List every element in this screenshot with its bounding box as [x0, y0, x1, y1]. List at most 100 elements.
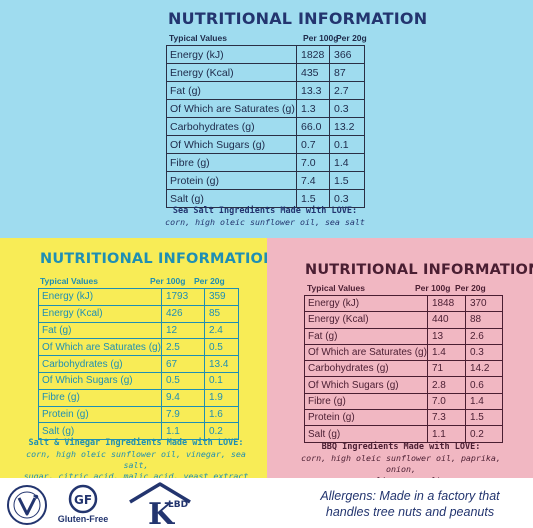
- kosher-lbd-logo-icon: K LBD: [129, 482, 191, 526]
- table-row: Fibre (g) 9.4 1.9: [38, 388, 239, 407]
- table-row: Fat (g) 12 2.4: [38, 321, 239, 340]
- value-per-100g: 7.9: [160, 405, 205, 424]
- value-per-100g: 1793: [160, 288, 205, 306]
- ingredients-title: Salt & Vinegar Ingredients Made with LOV…: [28, 438, 244, 448]
- ingredients-line: corn, high oleic sunflower oil, sea salt: [165, 217, 365, 227]
- header-typical-values: Typical Values: [307, 283, 365, 293]
- value-per-100g: 1.1: [160, 422, 205, 441]
- ingredients-line: sugar, citric acid, malic acid, yeast ex…: [23, 471, 249, 481]
- value-per-20g: 1.6: [203, 405, 239, 424]
- gluten-free-caption: Gluten-Free: [57, 514, 109, 524]
- header-per-100g: Per 100g: [303, 33, 339, 43]
- ingredients-title: BBQ Ingredients Made with LOVE:: [321, 442, 481, 452]
- value-per-20g: 13.2: [329, 117, 365, 136]
- value-per-20g: 0.2: [203, 422, 239, 441]
- salt-vinegar-panel: NUTRITIONAL INFORMATION Typical Values P…: [0, 238, 275, 481]
- nutrient-label: Carbohydrates (g): [38, 355, 162, 373]
- gf-logo-mark: GF: [74, 493, 92, 507]
- value-per-20g: 13.4: [203, 355, 239, 373]
- value-per-100g: 1.5: [296, 189, 330, 208]
- value-per-100g: 12: [160, 321, 205, 340]
- value-per-20g: 359: [203, 288, 239, 306]
- ingredients-title: Sea Salt Ingredients Made with LOVE:: [172, 206, 358, 216]
- value-per-20g: 0.3: [329, 99, 365, 118]
- nutrient-label: Energy (Kcal): [38, 304, 162, 323]
- value-per-100g: 1828: [296, 45, 330, 64]
- value-per-100g: 66.0: [296, 117, 330, 136]
- value-per-20g: 0.6: [464, 376, 503, 394]
- certified-vegan-logo-icon: [7, 485, 47, 525]
- nutrient-label: Fat (g): [304, 327, 428, 345]
- table-row: Carbohydrates (g) 66.0 13.2: [166, 117, 365, 136]
- nutrient-label: Energy (kJ): [166, 45, 297, 64]
- nutrient-label: Protein (g): [38, 405, 162, 424]
- nutrient-label: Of Which Sugars (g): [38, 371, 162, 390]
- table-row: Of Which are Saturates (g) 2.5 0.5: [38, 338, 239, 357]
- value-per-20g: 1.4: [464, 392, 503, 411]
- value-per-100g: 1848: [426, 294, 466, 313]
- nutrient-label: Of Which are Saturates (g): [166, 99, 297, 118]
- table-row: Protein (g) 7.9 1.6: [38, 405, 239, 424]
- table-row: Of Which Sugars (g) 0.5 0.1: [38, 371, 239, 390]
- table-row: Fibre (g) 7.0 1.4: [304, 392, 503, 411]
- nutrition-table: Energy (kJ) 1828 366 Energy (Kcal) 435 87 Fat …: [166, 45, 365, 208]
- kosher-logo-mark: K: [148, 497, 175, 526]
- nutrient-label: Of Which are Saturates (g): [38, 338, 162, 357]
- value-per-20g: 88: [464, 311, 503, 329]
- value-per-20g: 1.5: [329, 171, 365, 190]
- value-per-100g: 426: [160, 304, 205, 323]
- value-per-100g: 0.7: [296, 135, 330, 154]
- bbq-panel: NUTRITIONAL INFORMATION Typical Values P…: [267, 238, 533, 485]
- value-per-20g: 0.1: [203, 371, 239, 390]
- value-per-20g: 2.6: [464, 327, 503, 345]
- value-per-100g: 7.4: [296, 171, 330, 190]
- value-per-100g: 440: [426, 311, 466, 329]
- header-per-100g: Per 100g: [415, 283, 451, 293]
- panel-title: NUTRITIONAL INFORMATION: [40, 251, 276, 267]
- nutrient-label: Energy (Kcal): [166, 63, 297, 82]
- value-per-100g: 7.0: [426, 392, 466, 411]
- table-row: Fat (g) 13 2.6: [304, 327, 503, 345]
- value-per-100g: 67: [160, 355, 205, 373]
- nutrient-label: Protein (g): [166, 171, 297, 190]
- allergens-line-1: Allergens: Made in a factory that: [320, 489, 500, 503]
- header-per-20g: Per 20g: [455, 283, 486, 293]
- value-per-20g: 14.2: [464, 360, 503, 378]
- value-per-20g: 87: [329, 63, 365, 82]
- ingredients: Salt & Vinegar Ingredients Made with LOV…: [18, 438, 254, 482]
- ingredients-line: corn, high oleic sunflower oil, paprika,…: [301, 453, 501, 474]
- value-per-100g: 9.4: [160, 388, 205, 407]
- value-per-20g: 366: [329, 45, 365, 64]
- value-per-20g: 1.5: [464, 409, 503, 427]
- value-per-100g: 13.3: [296, 81, 330, 100]
- nutrition-table: Energy (kJ) 1848 370 Energy (Kcal) 440 88 Fat …: [304, 294, 503, 443]
- value-per-100g: 1.3: [296, 99, 330, 118]
- table-row: Energy (kJ) 1793 359: [38, 288, 239, 306]
- table-row: Protein (g) 7.4 1.5: [166, 171, 365, 190]
- value-per-20g: 1.9: [203, 388, 239, 407]
- allergens-line-2: handles tree nuts and peanuts: [325, 505, 495, 519]
- nutrient-label: Protein (g): [304, 409, 428, 427]
- nutrition-table: Energy (kJ) 1793 359 Energy (Kcal) 426 85 Fat …: [38, 288, 239, 441]
- value-per-100g: 2.8: [426, 376, 466, 394]
- table-row: Of Which Sugars (g) 2.8 0.6: [304, 376, 503, 394]
- nutrient-label: Fat (g): [166, 81, 297, 100]
- value-per-100g: 435: [296, 63, 330, 82]
- nutrient-label: Energy (kJ): [38, 288, 162, 306]
- value-per-100g: 0.5: [160, 371, 205, 390]
- value-per-20g: 0.5: [203, 338, 239, 357]
- kosher-logo-sub: LBD: [168, 500, 188, 510]
- value-per-100g: 1.1: [426, 425, 466, 443]
- value-per-20g: 0.1: [329, 135, 365, 154]
- ingredients-line: corn, high oleic sunflower oil, vinegar,…: [26, 449, 246, 470]
- table-row: Energy (kJ) 1848 370: [304, 294, 503, 313]
- value-per-20g: 370: [464, 294, 503, 313]
- value-per-20g: 2.4: [203, 321, 239, 340]
- value-per-20g: 1.4: [329, 153, 365, 172]
- value-per-20g: 0.2: [464, 425, 503, 443]
- header-typical-values: Typical Values: [169, 33, 227, 43]
- nutrient-label: Fibre (g): [304, 392, 428, 411]
- value-per-100g: 2.5: [160, 338, 205, 357]
- nutrient-label: Of Which are Saturates (g): [304, 343, 428, 362]
- table-row: Fibre (g) 7.0 1.4: [166, 153, 365, 172]
